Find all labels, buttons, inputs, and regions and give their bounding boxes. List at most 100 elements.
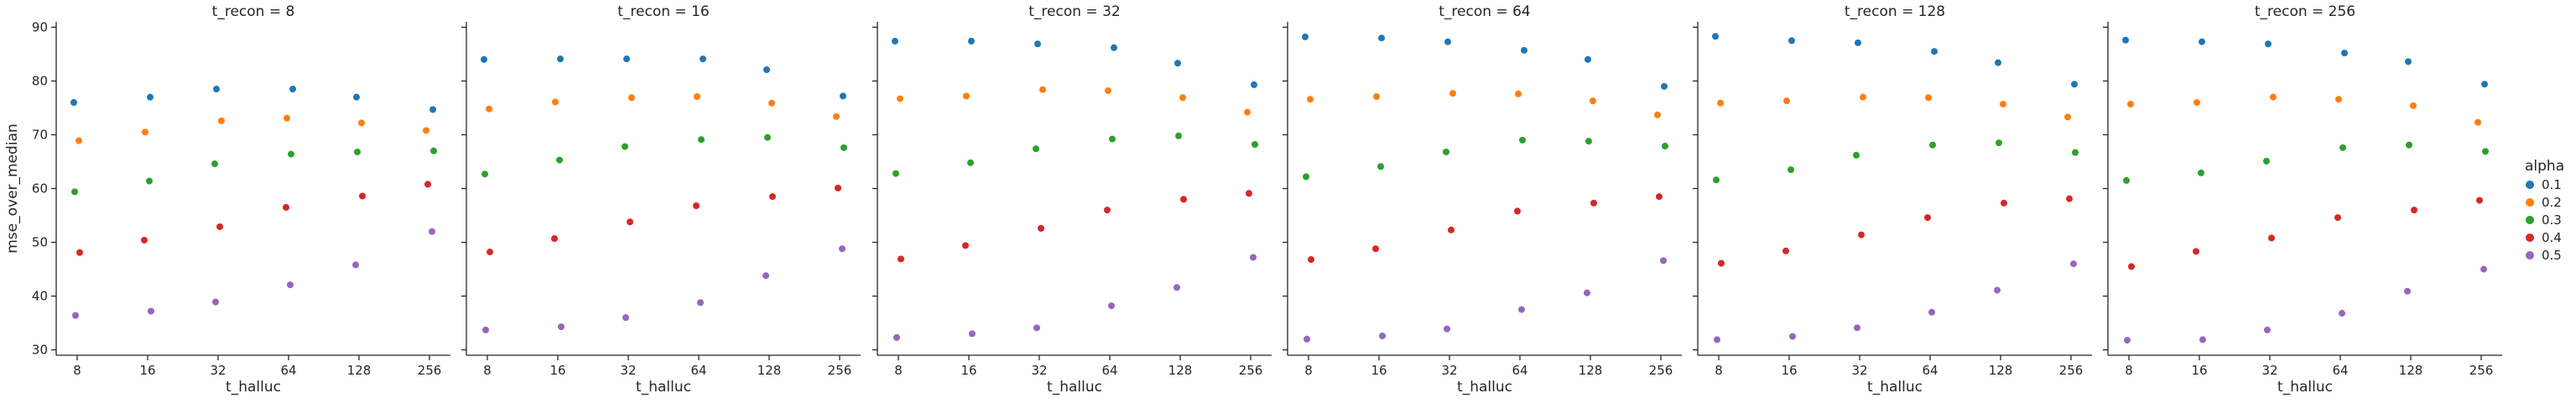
data-point bbox=[693, 202, 700, 209]
data-point bbox=[2335, 96, 2342, 103]
x-tick-label: 16 bbox=[1781, 363, 1797, 378]
data-point bbox=[1519, 136, 1526, 144]
data-point bbox=[893, 333, 900, 341]
legend-marker bbox=[2526, 233, 2534, 242]
legend-marker bbox=[2526, 181, 2534, 189]
data-point bbox=[763, 66, 770, 73]
legend-marker bbox=[2526, 251, 2534, 260]
facet-title: t_recon = 16 bbox=[617, 3, 709, 20]
x-tick-label: 8 bbox=[1304, 363, 1313, 378]
x-axis-label: t_halluc bbox=[636, 379, 691, 396]
y-tick-label: 30 bbox=[32, 343, 48, 358]
facet-title: t_recon = 64 bbox=[1439, 3, 1530, 20]
data-point bbox=[482, 326, 489, 333]
data-point bbox=[1585, 55, 1591, 63]
data-point bbox=[1175, 132, 1182, 139]
y-tick-label: 60 bbox=[32, 181, 48, 197]
data-point bbox=[283, 203, 289, 211]
data-point bbox=[1246, 190, 1252, 197]
data-point bbox=[1789, 333, 1796, 340]
data-point bbox=[2334, 214, 2341, 222]
data-point bbox=[1855, 39, 1861, 46]
x-tick-label: 64 bbox=[2332, 363, 2348, 378]
x-tick-label: 128 bbox=[347, 363, 372, 378]
data-point bbox=[1585, 138, 1592, 145]
data-point bbox=[212, 298, 219, 306]
data-point bbox=[769, 193, 776, 201]
data-point bbox=[1038, 224, 1044, 232]
data-point bbox=[2475, 118, 2481, 126]
data-point bbox=[1372, 245, 1379, 253]
data-point bbox=[354, 148, 361, 155]
data-point bbox=[2268, 234, 2275, 242]
data-point bbox=[1656, 193, 1663, 201]
data-point bbox=[213, 86, 220, 93]
data-point bbox=[2263, 157, 2270, 165]
x-tick-label: 8 bbox=[2125, 363, 2133, 378]
data-point bbox=[1308, 256, 1314, 264]
data-point bbox=[969, 330, 976, 338]
data-point bbox=[2071, 81, 2078, 88]
x-tick-label: 128 bbox=[2399, 363, 2423, 378]
data-point bbox=[1444, 38, 1451, 45]
data-point bbox=[700, 55, 706, 63]
data-point bbox=[1251, 81, 1257, 88]
data-point bbox=[72, 312, 79, 319]
data-point bbox=[764, 134, 771, 141]
data-point bbox=[216, 223, 223, 230]
x-tick-label: 64 bbox=[1512, 363, 1527, 378]
x-tick-label: 16 bbox=[1371, 363, 1387, 378]
data-point bbox=[558, 323, 565, 331]
x-tick-label: 64 bbox=[1922, 363, 1938, 378]
x-tick-label: 128 bbox=[1989, 363, 2013, 378]
x-tick-label: 256 bbox=[828, 363, 852, 378]
x-tick-label: 16 bbox=[2191, 363, 2207, 378]
data-point bbox=[840, 144, 847, 151]
data-point bbox=[76, 249, 83, 256]
data-point bbox=[1853, 151, 1860, 159]
data-point bbox=[429, 106, 436, 113]
data-point bbox=[840, 92, 846, 100]
data-point bbox=[429, 228, 435, 235]
legend-entry: 0.5 bbox=[2542, 248, 2562, 263]
data-point bbox=[627, 218, 633, 226]
x-tick-label: 256 bbox=[2469, 363, 2494, 378]
x-tick-label: 64 bbox=[690, 363, 706, 378]
data-point bbox=[146, 177, 153, 185]
data-point bbox=[1712, 33, 1719, 40]
data-point bbox=[424, 181, 431, 188]
data-point bbox=[1515, 90, 1522, 97]
data-point bbox=[963, 92, 970, 100]
x-tick-label: 8 bbox=[1715, 363, 1723, 378]
data-point bbox=[1713, 176, 1720, 184]
x-tick-label: 8 bbox=[894, 363, 903, 378]
data-point bbox=[2070, 260, 2077, 268]
data-point bbox=[2127, 100, 2134, 107]
data-point bbox=[2411, 207, 2417, 214]
data-point bbox=[486, 105, 492, 113]
facet-title: t_recon = 32 bbox=[1028, 3, 1120, 20]
data-point bbox=[1033, 145, 1039, 153]
data-point bbox=[1109, 135, 1116, 143]
data-point bbox=[287, 281, 294, 289]
y-tick-label: 90 bbox=[32, 19, 48, 34]
data-point bbox=[1302, 33, 1309, 40]
data-point bbox=[1860, 93, 1866, 101]
data-point bbox=[141, 236, 148, 244]
x-axis-label: t_halluc bbox=[1457, 379, 1512, 396]
data-point bbox=[1379, 332, 1386, 339]
legend-entry: 0.4 bbox=[2542, 230, 2562, 245]
x-tick-label: 256 bbox=[1649, 363, 1673, 378]
data-point bbox=[423, 127, 429, 134]
data-point bbox=[1661, 82, 1668, 90]
data-point bbox=[557, 55, 564, 63]
y-axis-label: mse_over_median bbox=[4, 123, 21, 254]
data-point bbox=[352, 261, 359, 269]
data-point bbox=[1174, 284, 1180, 291]
facet-title: t_recon = 8 bbox=[212, 3, 295, 20]
data-point bbox=[1996, 139, 2002, 147]
data-point bbox=[2072, 149, 2079, 156]
data-point bbox=[2194, 99, 2200, 107]
data-point bbox=[2406, 141, 2412, 149]
